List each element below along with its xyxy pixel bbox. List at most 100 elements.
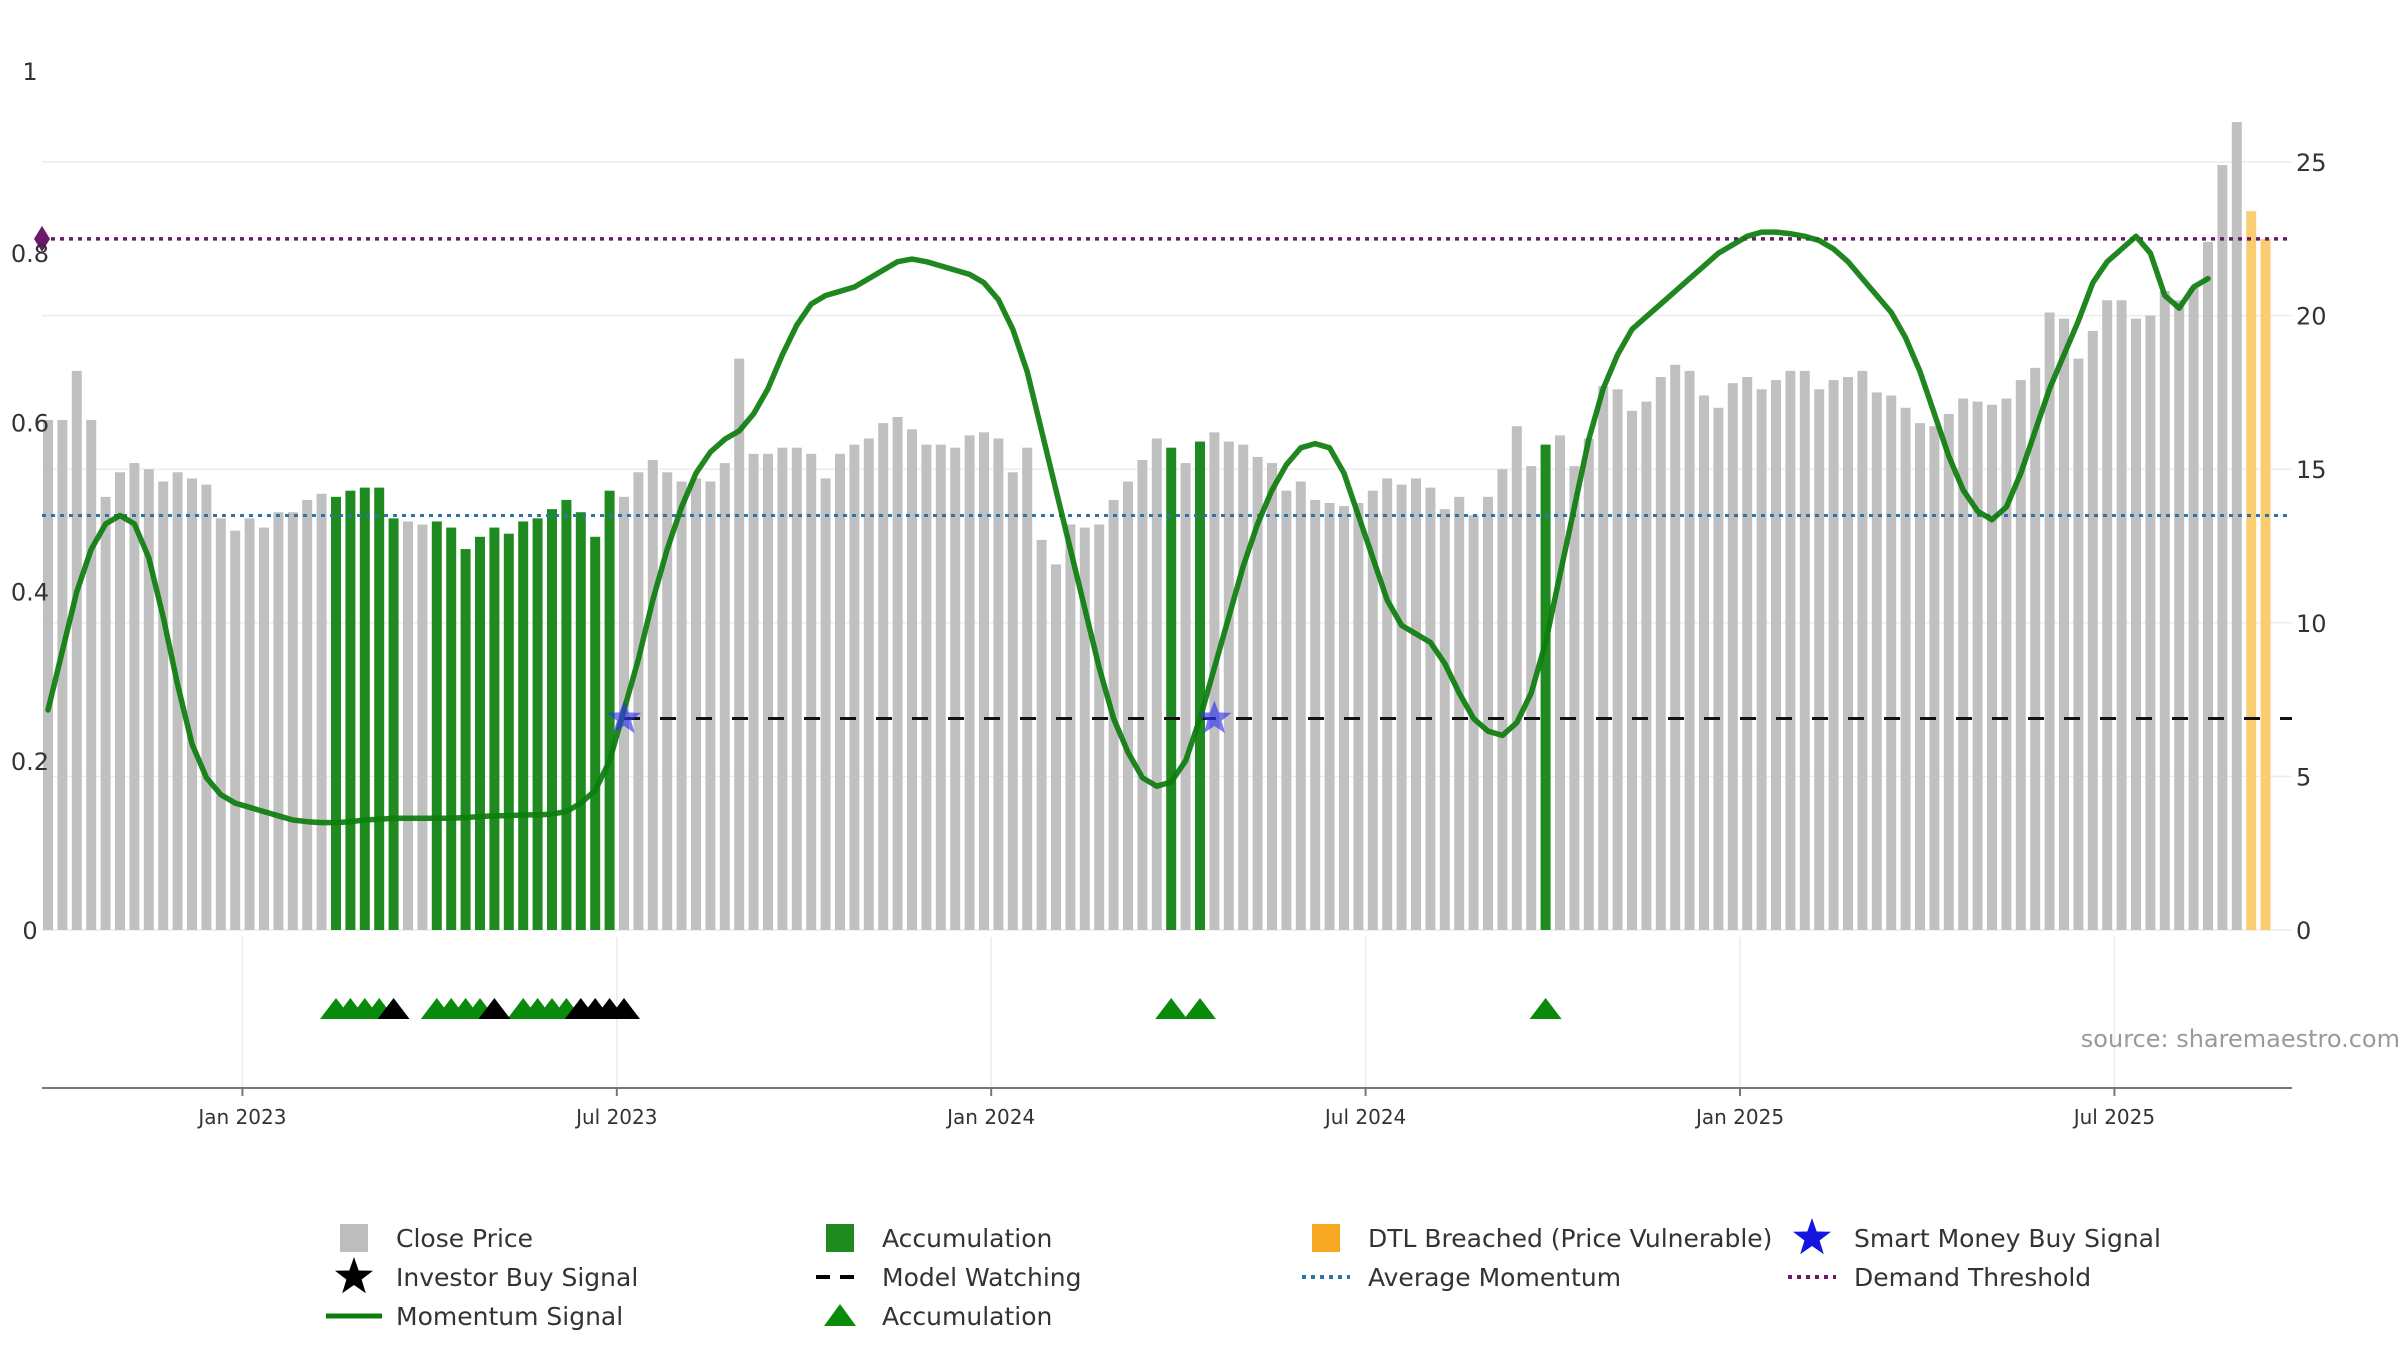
left-tick-label: 0 [22, 917, 37, 945]
close-price-bar [1583, 438, 1594, 930]
close-price-bar [1900, 407, 1911, 930]
close-price-bar [1958, 398, 1969, 930]
left-tick-label: 0.8 [11, 240, 49, 268]
close-price-bar [1267, 463, 1277, 930]
close-price-bar [403, 521, 413, 930]
x-tick-label: Jul 2025 [2072, 1105, 2155, 1129]
close-price-bar [849, 444, 860, 930]
close-price-bar [676, 481, 687, 930]
close-price-bar [1497, 469, 1508, 930]
close-price-bar [71, 370, 82, 930]
close-price-bar [1209, 432, 1220, 930]
close-price-bar [1799, 370, 1810, 930]
close-price-bar [763, 453, 773, 930]
close-price-bar [705, 481, 716, 930]
close-price-bar [2145, 315, 2156, 931]
right-tick-label: 5 [2296, 763, 2311, 791]
right-tick-label: 10 [2296, 610, 2327, 638]
momentum-signal-line [45, 229, 2211, 826]
close-price-bar [1151, 438, 1162, 930]
right-tick-label: 25 [2296, 149, 2327, 177]
close-price-bar [2217, 165, 2228, 930]
accumulation-bar [503, 533, 514, 930]
close-price-bar [979, 432, 989, 930]
legend-label: Demand Threshold [1854, 1263, 2091, 1292]
close-price-bar [1454, 496, 1465, 930]
close-price-bar [2015, 380, 2026, 930]
accumulation-bar [446, 527, 457, 930]
close-price-bar [201, 484, 212, 930]
close-price-bar [230, 530, 241, 930]
close-price-bar [892, 416, 903, 930]
close-price-bar [1079, 527, 1090, 930]
close-price-bar [1943, 413, 1954, 930]
legend-label: Momentum Signal [396, 1302, 623, 1331]
close-price-bar [1699, 395, 1709, 930]
legend-label: DTL Breached (Price Vulnerable) [1368, 1224, 1772, 1253]
close-price-bar [215, 518, 226, 930]
close-price-bar [2174, 300, 2185, 930]
close-price-bar [835, 453, 845, 930]
legend-square-icon [826, 1224, 854, 1252]
close-price-bar [1612, 389, 1623, 930]
close-price-bar [244, 518, 255, 930]
close-price-bar [950, 447, 961, 930]
close-price-bar [734, 358, 745, 930]
accumulation-triangle [1155, 998, 1188, 1019]
close-price-bar [993, 438, 1004, 930]
close-price-bar [273, 512, 284, 930]
close-price-bar [806, 453, 817, 930]
close-price-bar [878, 423, 889, 930]
source-label: source: sharemaestro.com [2081, 1025, 2400, 1053]
accumulation-bar [388, 518, 399, 930]
close-price-bar [1223, 441, 1234, 930]
close-price-bar [2116, 300, 2127, 930]
smart-money-buy-star [606, 700, 642, 734]
close-price-bar [187, 478, 197, 930]
left-tick-label: 0.2 [11, 748, 49, 776]
accumulation-bar [374, 487, 385, 930]
legend-label: Smart Money Buy Signal [1854, 1224, 2161, 1253]
close-price-bar [1915, 423, 1925, 930]
investor-buy-triangle [608, 998, 640, 1019]
close-price-bar [1843, 377, 1853, 930]
legend-star-icon [1793, 1218, 1831, 1255]
right-tick-label: 20 [2296, 303, 2327, 331]
close-price-bar [287, 512, 298, 930]
close-price-bar [2087, 330, 2098, 931]
legend-label: Accumulation [882, 1302, 1052, 1331]
close-price-bar [1670, 364, 1681, 930]
accumulation-bar [331, 496, 341, 930]
close-price-bar [748, 453, 759, 930]
legend-star-icon [335, 1257, 373, 1294]
x-tick-label: Jul 2024 [1323, 1105, 1406, 1129]
close-price-bar [2102, 300, 2113, 930]
close-price-bar [1367, 490, 1378, 930]
close-price-bar [1295, 481, 1306, 930]
close-price-bar [1353, 502, 1364, 930]
close-price-bar [935, 444, 946, 930]
accumulation-bar [518, 521, 529, 930]
close-price-bar [172, 472, 183, 930]
accumulation-bar [359, 487, 370, 930]
x-tick-label: Jul 2023 [574, 1105, 657, 1129]
close-price-bar [1511, 426, 1522, 930]
close-price-bar [1555, 435, 1565, 930]
legend-label: Average Momentum [1368, 1263, 1621, 1292]
legend-label: Close Price [396, 1224, 533, 1253]
close-price-bar [2073, 358, 2084, 930]
close-price-bar [1252, 456, 1263, 930]
close-price-bar [1065, 524, 1076, 930]
left-tick-label: 1 [22, 58, 37, 86]
x-tick-label: Jan 2025 [1694, 1105, 1784, 1129]
accumulation-bar [547, 509, 557, 930]
close-price-bar [647, 459, 658, 930]
close-price-bar [158, 481, 169, 930]
smart-money-buy-star [1197, 700, 1232, 734]
close-price-bar [1655, 377, 1666, 930]
close-price-bar [1987, 404, 1997, 930]
close-price-bar [143, 469, 154, 930]
close-price-bar [86, 420, 97, 930]
dtl-breached-bar [2260, 238, 2271, 931]
